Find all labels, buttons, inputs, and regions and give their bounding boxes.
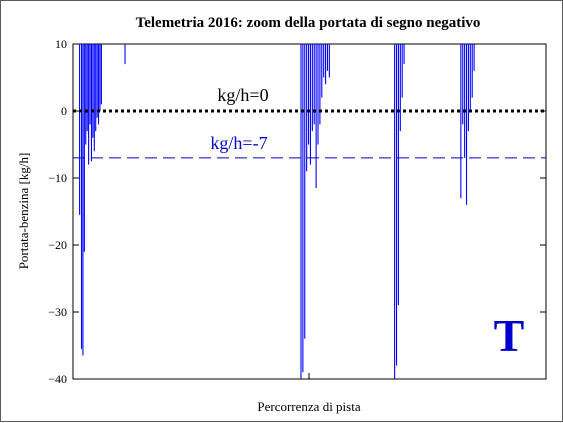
y-axis-ticks: 10 0 −10 −20 −30 −40 — [48, 37, 546, 386]
logo-mark: T — [494, 310, 525, 361]
y-tick-label: 10 — [55, 37, 67, 51]
y-tick-label: −40 — [48, 372, 67, 386]
chart-title: Telemetria 2016: zoom della portata di s… — [136, 15, 481, 31]
ref-label-zero: kg/h=0 — [217, 85, 268, 105]
reference-lines — [73, 109, 546, 159]
y-tick-label: −10 — [48, 171, 67, 185]
y-tick-label: −20 — [48, 238, 67, 252]
plot-area — [72, 43, 547, 380]
y-axis-label: Portata-benzina [kg/h] — [16, 153, 31, 270]
y-tick-label: −30 — [48, 305, 67, 319]
x-axis-label: Percorrenza di pista — [257, 399, 360, 414]
y-tick-label: 0 — [61, 104, 67, 118]
ref-label-minus7: kg/h=-7 — [210, 133, 267, 153]
